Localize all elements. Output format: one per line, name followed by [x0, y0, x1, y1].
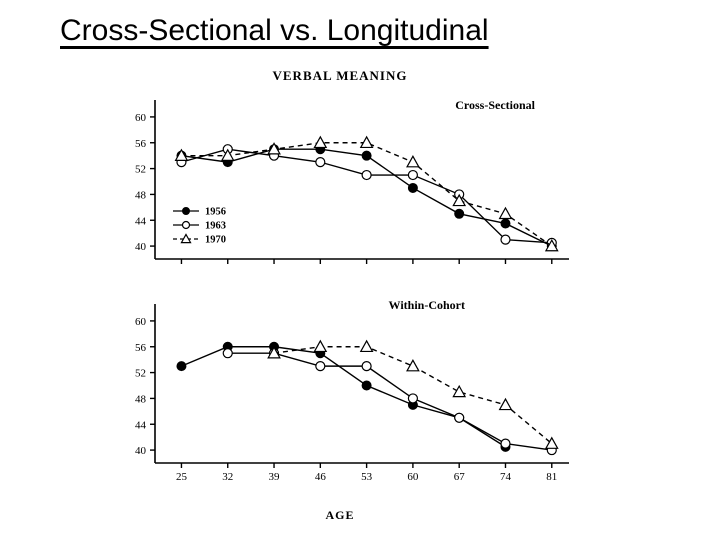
x-tick-label: 60	[407, 471, 419, 483]
slide: Cross-Sectional vs. Longitudinal VERBAL …	[0, 0, 720, 540]
y-tick-label: 40	[135, 445, 147, 457]
legend-label: 1963	[205, 221, 226, 232]
chart-panel-top: 40 44 48 52 56 60 1956 1963 1970	[105, 94, 575, 289]
y-tick-label: 44	[135, 215, 147, 227]
x-tick-label: 39	[269, 471, 281, 483]
y-tick-label: 40	[135, 241, 147, 253]
x-tick-label: 46	[315, 471, 327, 483]
x-tick-label: 32	[222, 471, 233, 483]
x-tick-label: 74	[500, 471, 512, 483]
x-tick-label: 53	[361, 471, 373, 483]
x-tick-label: 81	[546, 471, 557, 483]
chart-svg: 40 44 48 52 56 60 1956 1963 1970	[105, 94, 575, 284]
series-line	[181, 149, 551, 243]
y-tick-label: 56	[135, 342, 147, 354]
x-tick-label: 25	[176, 471, 188, 483]
y-tick-label: 44	[135, 419, 147, 431]
legend-label: 1970	[205, 235, 226, 246]
y-tick-label: 48	[135, 189, 147, 201]
chart-panel-bottom: 40 44 48 52 56 60 25 32 39 46 53 60 67 74 81	[105, 298, 575, 493]
y-tick-label: 52	[135, 368, 146, 380]
series-line	[228, 353, 552, 450]
y-tick-label: 60	[135, 316, 147, 328]
chart-title: VERBAL MEANING	[105, 68, 575, 84]
legend-label: 1956	[205, 207, 226, 218]
y-tick-label: 60	[135, 112, 147, 124]
y-tick-label: 52	[135, 164, 146, 176]
chart-svg: 40 44 48 52 56 60 25 32 39 46 53 60 67 74 81	[105, 298, 575, 488]
x-axis-label: AGE	[105, 508, 575, 523]
x-tick-label: 67	[454, 471, 466, 483]
figure: VERBAL MEANING Cross-Sectional 404448525…	[105, 68, 575, 523]
y-tick-label: 48	[135, 393, 147, 405]
y-tick-label: 56	[135, 138, 147, 150]
page-title: Cross-Sectional vs. Longitudinal	[0, 14, 720, 48]
